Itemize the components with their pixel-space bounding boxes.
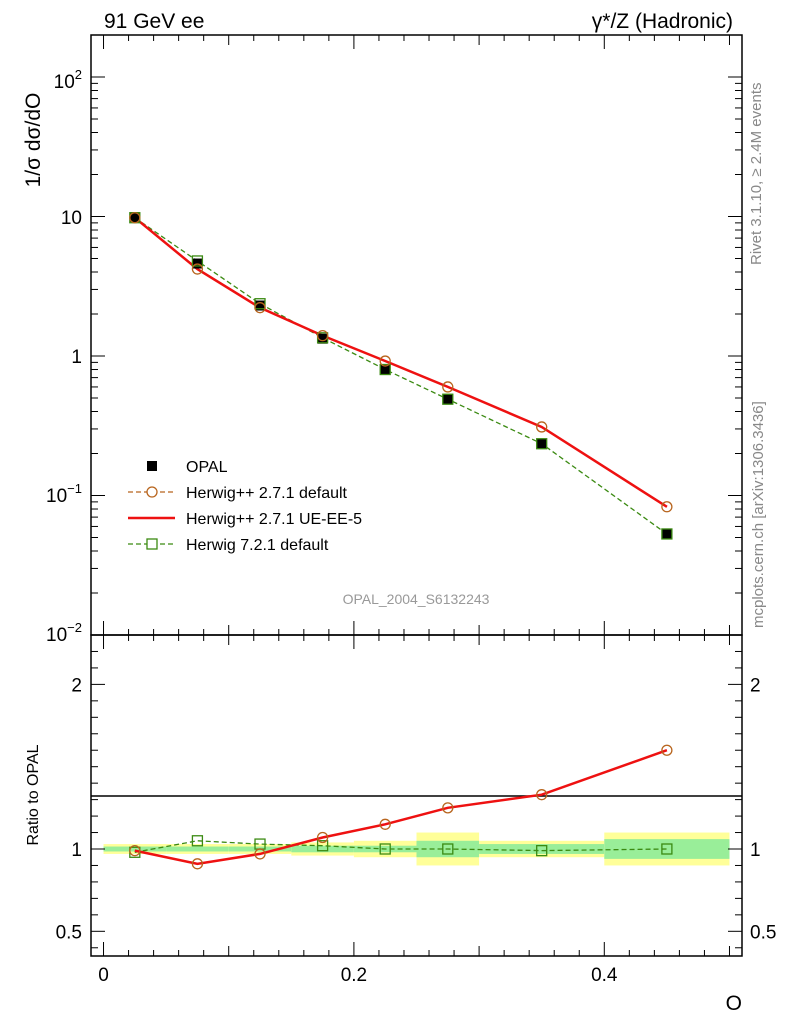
x-ticks: 0 0.2 0.4 <box>98 35 730 986</box>
ratio-herwigpp-marker <box>316 831 329 844</box>
herwig7-marker <box>254 298 266 310</box>
header-right-label: γ*/Z (Hadronic) <box>592 10 733 33</box>
main-tick-label-10: 10 <box>61 208 82 229</box>
main-y-axis-label: 1/σ dσ/dO <box>22 93 45 188</box>
ratio-herwig7-marker <box>191 835 204 847</box>
ratio-y-ticks: 0.5 0.5 1 1 2 2 <box>56 650 776 949</box>
main-tick-label-0.01: 10−2 <box>46 620 82 646</box>
series-herwig7-line <box>134 217 668 535</box>
ratio-herwig7-marker <box>379 843 391 855</box>
ratio-y-tick-label-right: 0.5 <box>750 922 776 943</box>
watermark-label: OPAL_2004_S6132243 <box>343 591 490 607</box>
opal-data-point <box>661 528 672 539</box>
legend: OPAL Herwig++ 2.7.1 default Herwig++ 2.7.1… <box>128 459 362 554</box>
ratio-herwig7-line <box>134 840 667 853</box>
ratio-stat-band <box>604 839 730 859</box>
ratio-herwigpp-line <box>134 749 668 866</box>
header-left-label: 91 GeV ee <box>104 10 204 33</box>
herwigpp-default-marker <box>536 421 548 433</box>
x-tick-label: 0.2 <box>341 965 367 986</box>
ratio-herwigpp-marker <box>129 844 141 857</box>
opal-data-point <box>317 333 328 344</box>
herwigpp-default-marker <box>316 329 329 342</box>
ratio-plot-frame <box>90 634 743 957</box>
ratio-stat-band <box>103 846 167 852</box>
opal-data-point <box>129 212 140 223</box>
ratio-panel: 0.5 0.5 1 1 2 2 0 0.2 0.4 Ratio to OPAL O <box>25 35 776 1015</box>
ratio-herwigpp-marker <box>536 789 548 801</box>
ratio-y-tick-label: 1 <box>71 840 82 861</box>
legend-herwigpp-default-marker <box>146 486 158 498</box>
main-tick-label-0.01-exp: −2 <box>67 620 82 635</box>
ratio-herwig7-marker <box>536 844 548 857</box>
opal-data-point <box>442 394 453 405</box>
legend-entry-label: OPAL <box>186 459 228 476</box>
main-tick-label-0.1-exp: −1 <box>67 481 82 496</box>
legend-entry-label: Herwig 7.2.1 default <box>186 537 329 554</box>
ratio-y-tick-label-right: 2 <box>750 675 761 696</box>
herwig7-marker <box>191 255 204 267</box>
x-axis-label: O <box>726 992 742 1015</box>
ratio-y-tick-label-right: 1 <box>750 840 761 861</box>
main-tick-label-100-exp: 2 <box>75 67 82 82</box>
main-tick-label-1: 1 <box>71 347 82 368</box>
mcplots-source-label: mcplots.cern.ch [arXiv:1306.3436] <box>750 401 767 628</box>
herwig7-marker <box>536 438 548 450</box>
herwigpp-default-marker <box>442 381 454 393</box>
herwigpp-default-marker <box>661 501 673 513</box>
series-herwigpp-ueee5-line <box>134 216 668 508</box>
opal-data-point <box>380 364 391 375</box>
header-right-text: γ*/Z (Hadronic) <box>592 10 733 33</box>
herwigpp-default-marker <box>379 355 391 367</box>
rivet-version-label: Rivet 3.1.10, ≥ 2.4M events <box>748 83 765 266</box>
ratio-herwigpp-marker <box>379 818 391 830</box>
ratio-herwigpp-marker <box>191 858 204 870</box>
ratio-stat-band <box>291 845 354 853</box>
herwigpp-default-marker <box>129 212 141 224</box>
main-panel: 102 10 1 10−1 10−2 1/σ dσ/dO OPAL_2004_S… <box>22 34 743 646</box>
herwig7-marker <box>442 393 454 405</box>
ratio-stat-band <box>166 846 229 852</box>
legend-entry-label: Herwig++ 2.7.1 UE-EE-5 <box>186 511 362 528</box>
opal-data-point <box>536 438 547 449</box>
ratio-herwigpp-marker <box>442 802 454 814</box>
ratio-y-tick-label: 2 <box>71 675 82 696</box>
x-tick-label: 0.4 <box>591 965 618 986</box>
ratio-herwig7-marker <box>442 843 454 855</box>
x-tick-label: 0 <box>98 965 109 986</box>
main-tick-label-100: 102 <box>54 67 82 93</box>
ratio-herwigpp-marker <box>254 848 266 860</box>
ratio-y-axis-label: Ratio to OPAL <box>25 744 42 845</box>
ratio-stat-band <box>479 844 605 854</box>
ratio-y-tick-label: 0.5 <box>56 922 82 943</box>
opal-data-point <box>255 300 266 311</box>
herwigpp-default-marker <box>191 263 204 275</box>
ratio-herwig7-marker <box>661 843 673 855</box>
main-series-group <box>129 212 673 540</box>
herwig7-marker <box>661 528 673 540</box>
herwig7-marker <box>379 363 391 376</box>
ratio-herwigpp-marker <box>661 744 673 756</box>
main-tick-label-0.1: 10−1 <box>46 481 82 507</box>
legend-herwig7-marker <box>146 538 158 550</box>
herwigpp-default-marker <box>254 302 266 314</box>
legend-entry-label: Herwig++ 2.7.1 default <box>186 485 348 502</box>
ratio-herwig7-marker <box>316 840 329 852</box>
legend-opal-marker <box>147 461 157 471</box>
ratio-series-group <box>129 744 673 870</box>
